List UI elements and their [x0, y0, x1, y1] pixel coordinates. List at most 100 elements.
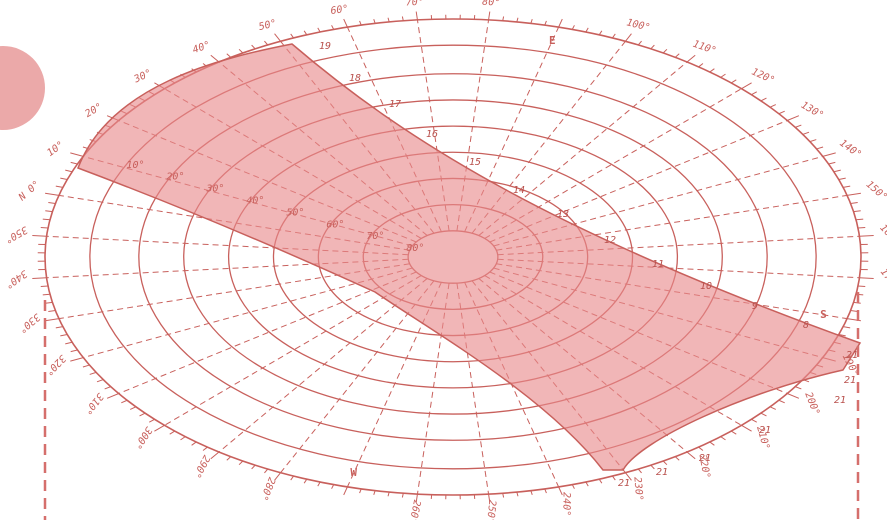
rim-tick: [60, 333, 68, 337]
rim-tick: [760, 97, 767, 102]
rim-tick: [741, 424, 752, 432]
rim-tick: [317, 27, 321, 33]
rim-tick: [32, 235, 47, 237]
hour-label: 15: [469, 157, 481, 168]
hour-label: 12: [604, 235, 616, 246]
azimuth-spoke: [464, 26, 560, 232]
altitude-ring: [183, 99, 723, 415]
rim-tick: [169, 430, 176, 435]
rim-tick: [850, 310, 858, 312]
rim-tick: [488, 11, 491, 20]
rim-tick: [331, 484, 335, 489]
rim-tick: [709, 441, 715, 446]
side-bubble: [0, 46, 45, 130]
azimuth-label: 110°: [691, 39, 717, 57]
azimuth-label: 160°: [877, 223, 887, 248]
rim-tick: [238, 48, 244, 54]
rim-tick: [106, 393, 119, 399]
rim-tick: [331, 25, 335, 30]
rim-tick: [769, 104, 776, 108]
rim-tick: [401, 16, 404, 21]
azimuth-label: 250°: [484, 499, 498, 520]
rim-tick: [251, 464, 256, 470]
azimuth-label: 340°: [3, 267, 30, 290]
hour-label: 13: [557, 209, 569, 220]
rim-tick: [828, 161, 836, 165]
date-label: 21: [844, 375, 856, 386]
rim-tick: [730, 430, 737, 435]
rim-tick: [290, 33, 294, 39]
rim-tick: [32, 277, 47, 279]
rim-tick: [373, 19, 376, 24]
rim-tick: [558, 18, 563, 28]
rim-tick: [751, 91, 758, 96]
rim-tick: [45, 301, 53, 304]
rim-tick: [859, 235, 874, 237]
horizon-ellipse: [44, 18, 862, 496]
cardinal-label: S: [820, 308, 827, 321]
rim-tick: [274, 472, 281, 481]
hour-label: 9: [752, 301, 758, 312]
rim-tick: [70, 161, 78, 165]
rim-tick: [516, 491, 519, 497]
azimuth-label: 320°: [43, 352, 68, 378]
date-label: 21: [846, 350, 858, 361]
rim-tick: [40, 285, 49, 288]
azimuth-spoke: [493, 155, 823, 247]
rim-tick: [686, 54, 696, 63]
azimuth-spoke: [118, 271, 417, 394]
altitude-labels: 10° 20° 30° 40° 50° 60° 70° 80°: [126, 160, 424, 254]
rim-tick: [843, 185, 851, 188]
rim-tick: [45, 318, 59, 322]
date-label: 21: [656, 467, 668, 478]
rim-tick: [625, 33, 632, 42]
rim-tick: [359, 20, 362, 26]
rim-tick: [96, 379, 104, 383]
rim-tick: [343, 18, 348, 28]
rim-tick: [274, 33, 281, 42]
rim-tick: [585, 481, 589, 487]
azimuth-label: 280°: [257, 475, 276, 501]
azimuth-label: 70°: [406, 0, 425, 9]
rim-tick: [850, 202, 858, 204]
rim-tick: [544, 488, 547, 494]
rim-tick: [530, 490, 533, 495]
rim-tick: [516, 17, 519, 23]
rim-tick: [650, 44, 655, 50]
rim-tick: [139, 412, 146, 417]
rim-tick: [60, 177, 68, 181]
rim-tick: [65, 341, 73, 345]
hour-labels: 19 18 17 16 15 14 13 12 11 10 9 8 21 21 21 21 21 21 21: [319, 41, 858, 489]
rim-tick: [148, 418, 155, 423]
rim-tick: [816, 146, 824, 150]
rim-tick: [251, 44, 256, 50]
azimuth-spoke: [496, 263, 848, 320]
date-label: 21: [834, 395, 846, 406]
sun-path-band-shape: [77, 43, 862, 471]
rim-tick: [40, 226, 49, 229]
rim-tick: [89, 371, 97, 375]
azimuth-spoke: [58, 194, 410, 251]
rim-tick: [48, 310, 56, 312]
rim-tick: [373, 490, 376, 495]
rim-tick: [130, 406, 137, 410]
rim-tick: [387, 17, 390, 23]
rim-tick: [226, 456, 232, 461]
rim-tick: [42, 218, 51, 221]
rim-tick: [401, 493, 404, 498]
azimuth-label: 150°: [864, 179, 887, 203]
rim-tick: [730, 79, 737, 84]
rim-tick: [585, 27, 589, 33]
rim-tick: [838, 333, 846, 337]
rim-tick: [698, 446, 704, 451]
hour-label: 14: [513, 185, 525, 196]
azimuth-label: 10°: [45, 140, 66, 159]
rim-tick: [264, 468, 269, 474]
azimuth-label: 50°: [258, 18, 278, 33]
azimuth-spoke: [496, 194, 848, 251]
azimuth-spoke: [346, 282, 442, 488]
rim-tick: [778, 110, 785, 115]
rim-tick: [838, 177, 846, 181]
azimuth-label: 80°: [482, 0, 501, 9]
rim-tick: [787, 115, 800, 121]
